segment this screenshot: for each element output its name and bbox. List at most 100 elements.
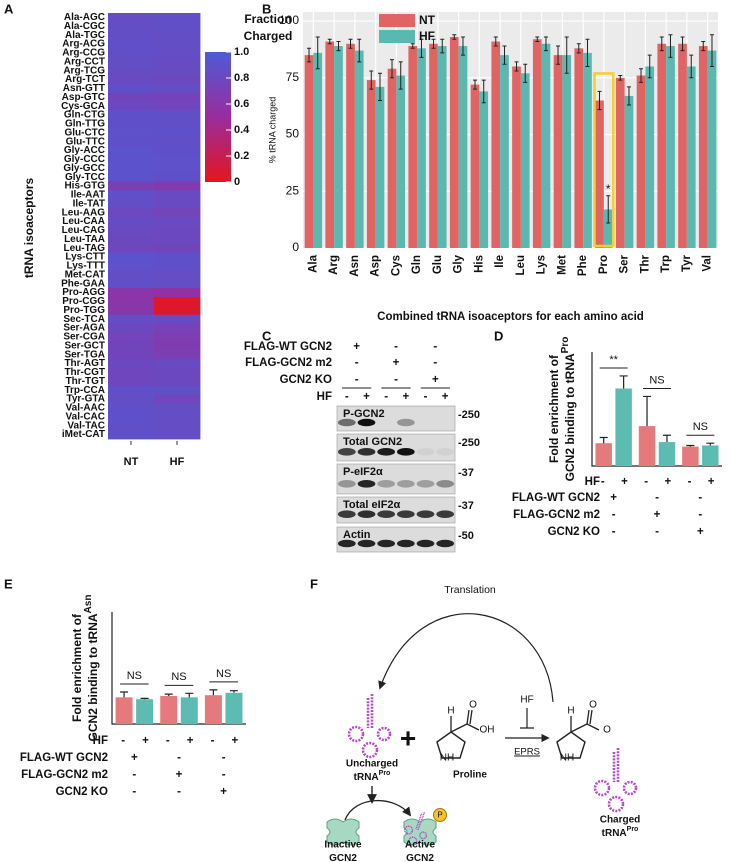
heatmap-cell	[154, 155, 201, 165]
band	[377, 510, 396, 518]
heatmap-cell	[154, 128, 201, 138]
bar	[698, 46, 708, 249]
bar	[595, 443, 612, 466]
error-bar	[452, 34, 457, 40]
size-marker: -37	[458, 467, 474, 479]
band	[337, 448, 356, 456]
heatmap-cell	[108, 66, 155, 76]
row-label: Lys-CTT	[65, 252, 105, 263]
band	[396, 539, 415, 548]
ring	[556, 731, 586, 759]
trna-stem	[612, 748, 620, 782]
heatmap-cell	[108, 376, 155, 387]
bar	[491, 41, 501, 248]
row-label: Gln-TTG	[65, 119, 105, 130]
heatmap-cell	[108, 412, 155, 422]
node-label-text: tRNA	[354, 772, 379, 783]
heatmap-cell	[154, 421, 201, 431]
blot-strip	[336, 496, 456, 524]
heatmap-cell	[154, 412, 201, 422]
error-bar	[706, 442, 715, 446]
error-bar	[398, 61, 403, 90]
legend-title: Charged	[244, 29, 293, 43]
trna-loop	[593, 779, 611, 797]
heatmap-cell	[154, 341, 201, 351]
heatmap-cell	[108, 323, 155, 333]
condition-sign: -	[121, 735, 125, 747]
heatmap-cell	[154, 376, 201, 387]
x-tick-label: Thr	[639, 254, 651, 273]
row-label: Sec-TCA	[63, 314, 105, 325]
bar	[595, 100, 604, 248]
row-label: Thr-TGT	[66, 376, 105, 387]
bar	[225, 692, 243, 724]
heatmap-cell	[154, 66, 201, 76]
condition-sign: -	[601, 476, 605, 488]
condition-label: FLAG-GCN2 m2	[21, 769, 108, 781]
significance-label: NS	[127, 670, 142, 682]
legend-label: HF	[419, 29, 435, 43]
band	[377, 480, 396, 488]
condition-sign: +	[363, 391, 370, 403]
y-axis-label-text: Fold enrichment of	[547, 354, 561, 463]
y-axis-label-text: Fold enrichment of	[70, 613, 84, 722]
node-label-superscript: Pro	[627, 826, 639, 833]
atom: H	[447, 706, 454, 717]
x-tick-label: Ser	[619, 254, 631, 273]
heatmap-cell	[108, 403, 155, 413]
condition-label: FLAG-WT GCN2	[512, 492, 600, 504]
heatmap-cell	[154, 84, 201, 94]
x-axis-label: Combined tRNA isoaceptors for each amino…	[377, 311, 644, 323]
condition-sign: +	[231, 735, 238, 747]
x-tick-label: Leu	[515, 255, 527, 275]
error-bar	[639, 68, 644, 83]
heatmap-cell	[154, 137, 201, 147]
row-label: Ala-AGC	[64, 12, 105, 23]
band	[416, 539, 435, 548]
error-bar	[514, 61, 519, 72]
condition-sign: -	[655, 492, 659, 504]
row-label: Arg-CCT	[64, 56, 105, 67]
bonds	[570, 709, 600, 733]
y-tick-label: 25	[286, 183, 300, 197]
heatmap-cell	[154, 332, 201, 342]
condition-sign: -	[355, 374, 359, 386]
condition-sign: -	[612, 526, 616, 538]
heatmap-cell	[108, 163, 155, 174]
condition-sign: -	[132, 769, 136, 781]
error-bar	[626, 86, 631, 106]
condition-sign: -	[433, 341, 437, 353]
bar	[479, 91, 489, 248]
row-label: Gly-GCC	[63, 163, 105, 174]
condition-sign: +	[353, 341, 360, 353]
band	[357, 510, 376, 518]
column-label: HF	[170, 456, 185, 468]
bar	[408, 46, 418, 249]
band	[436, 510, 455, 518]
x-tick-label: Val	[702, 255, 714, 272]
bar	[615, 77, 625, 248]
condition-sign: -	[345, 391, 349, 403]
row-label: Ser-CGA	[63, 332, 105, 343]
bar	[686, 66, 696, 248]
bar	[500, 55, 509, 248]
panel-letter: B	[262, 1, 271, 16]
heatmap-cell	[108, 84, 155, 94]
band	[416, 480, 435, 488]
condition-label: FLAG-WT GCN2	[244, 341, 332, 353]
heatmap-cell	[108, 385, 155, 396]
bar	[541, 43, 551, 249]
row-label: Gln-CTG	[64, 110, 105, 121]
condition-label: GCN2 KO	[280, 374, 332, 386]
bar	[346, 43, 355, 249]
y-tick-label: 50	[286, 127, 300, 141]
blot-strip	[336, 405, 456, 432]
heatmap-cell	[108, 332, 155, 342]
error-bar	[410, 43, 415, 49]
error-bar	[709, 34, 714, 67]
row-label: Ile-TAT	[73, 198, 105, 209]
heatmap-cell	[108, 350, 155, 360]
condition-sign: -	[424, 391, 428, 403]
x-tick-label: Cys	[390, 255, 402, 276]
